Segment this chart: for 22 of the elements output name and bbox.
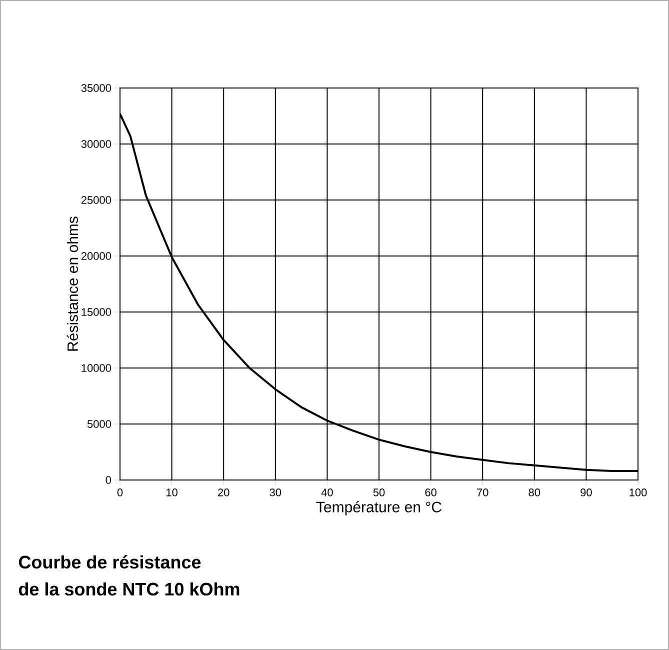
y-tick-label: 0 bbox=[106, 476, 112, 484]
x-tick-label: 0 bbox=[117, 488, 123, 496]
y-tick-label: 25000 bbox=[81, 196, 112, 204]
x-tick-label: 30 bbox=[270, 488, 282, 496]
x-tick-label: 20 bbox=[218, 488, 230, 496]
x-tick-label: 100 bbox=[630, 488, 647, 496]
x-tick-label: 40 bbox=[321, 488, 333, 496]
x-tick-label: 80 bbox=[528, 488, 540, 496]
y-tick-label: 15000 bbox=[82, 308, 112, 316]
y-tick-label: 30000 bbox=[81, 140, 112, 148]
y-axis-title: Résistance en ohms bbox=[66, 216, 78, 351]
x-tick-label: 70 bbox=[477, 488, 488, 496]
y-tick-label: 10000 bbox=[82, 364, 112, 372]
y-tick-label: 20000 bbox=[81, 252, 112, 260]
x-tick-label: 50 bbox=[373, 488, 385, 496]
text: Courbe de résistance de la sonde NTC 10 kOhm bbox=[18, 555, 240, 596]
x-axis-title: Température en °C bbox=[316, 501, 442, 516]
x-tick-label: 60 bbox=[425, 488, 436, 496]
y-tick-label: 35000 bbox=[81, 84, 112, 92]
y-tick-label: 5000 bbox=[87, 420, 112, 428]
x-tick-label: 10 bbox=[166, 488, 178, 496]
x-tick-label: 90 bbox=[580, 488, 592, 496]
